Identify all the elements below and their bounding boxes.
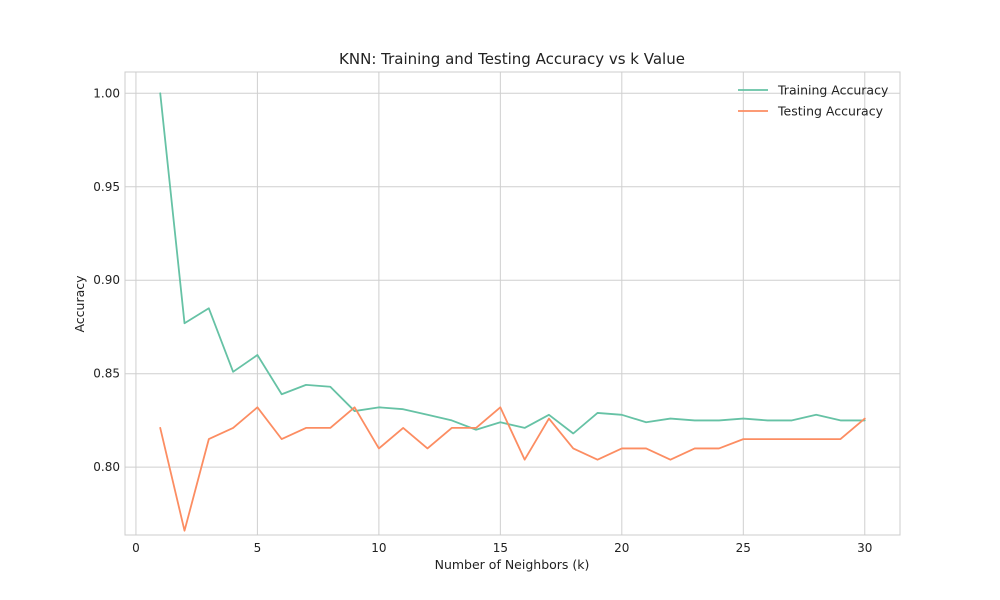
y-tick-label: 0.90 bbox=[93, 273, 120, 287]
x-tick-label: 25 bbox=[736, 541, 751, 555]
y-tick-labels: 0.80 0.85 0.90 0.95 1.00 bbox=[93, 86, 120, 474]
grid bbox=[125, 72, 900, 535]
y-tick-label: 0.95 bbox=[93, 180, 120, 194]
y-tick-label: 0.85 bbox=[93, 367, 120, 381]
chart-title: KNN: Training and Testing Accuracy vs k … bbox=[339, 50, 685, 68]
x-tick-label: 0 bbox=[132, 541, 140, 555]
legend-label-testing: Testing Accuracy bbox=[777, 104, 884, 119]
y-tick-label: 1.00 bbox=[93, 86, 120, 100]
y-tick-label: 0.80 bbox=[93, 460, 120, 474]
series-line-training-accuracy bbox=[159, 92, 866, 435]
plot-frame bbox=[124, 71, 901, 536]
series-line-testing-accuracy bbox=[159, 406, 866, 532]
legend-label-training: Training Accuracy bbox=[777, 83, 889, 98]
x-tick-label: 20 bbox=[614, 541, 629, 555]
x-axis-label: Number of Neighbors (k) bbox=[435, 557, 590, 572]
series-layer bbox=[159, 92, 866, 532]
x-tick-label: 5 bbox=[254, 541, 262, 555]
x-tick-label: 30 bbox=[857, 541, 872, 555]
x-tick-label: 10 bbox=[371, 541, 386, 555]
x-tick-labels: 0 5 10 15 20 25 30 bbox=[132, 541, 872, 555]
x-tick-label: 15 bbox=[493, 541, 508, 555]
legend: Training Accuracy Testing Accuracy bbox=[738, 83, 889, 119]
y-axis-label: Accuracy bbox=[72, 275, 87, 333]
